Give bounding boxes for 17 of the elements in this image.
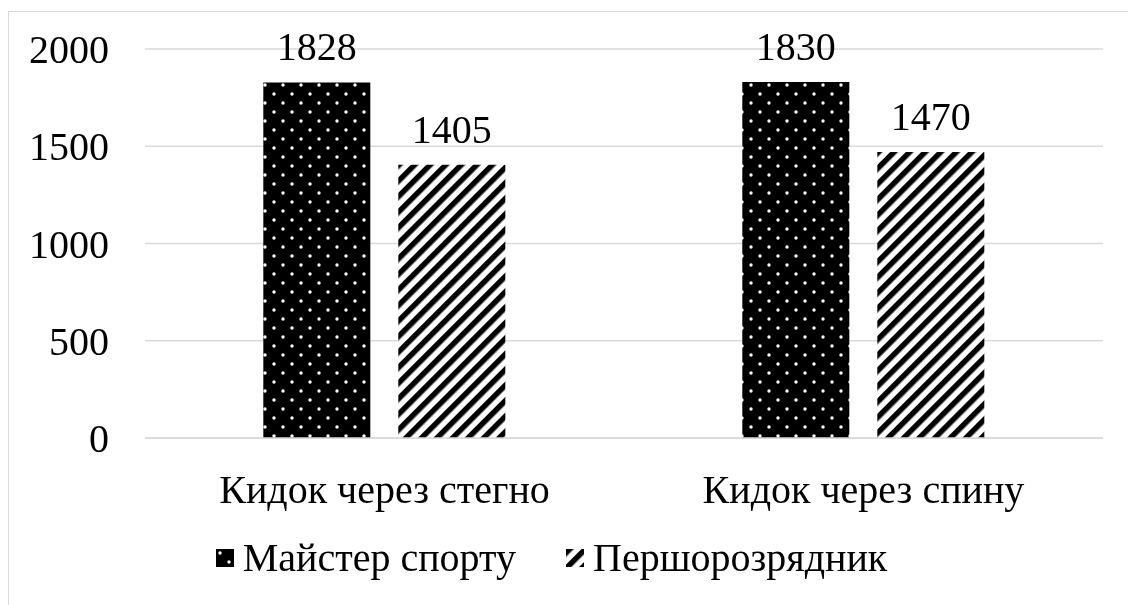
data-label: 1405 [411, 106, 492, 152]
bar [263, 82, 371, 438]
y-tick-label: 1500 [29, 124, 109, 170]
data-label: 1830 [755, 24, 836, 70]
y-tick-label: 500 [49, 318, 109, 364]
y-tick-label: 2000 [29, 27, 109, 73]
y-tick-label: 1000 [29, 221, 109, 267]
data-label: 1828 [276, 24, 357, 70]
bar [742, 82, 850, 438]
bar [877, 152, 985, 438]
y-tick-label: 0 [89, 416, 109, 462]
x-tick-label: Кидок через спину [702, 467, 1025, 513]
x-tick-label: Кидок через стегно [219, 467, 550, 513]
data-label: 1470 [890, 94, 971, 140]
legend-label: Першорозрядник [593, 534, 888, 582]
legend-label: Майстер спорту [242, 534, 517, 582]
bar [398, 164, 506, 438]
